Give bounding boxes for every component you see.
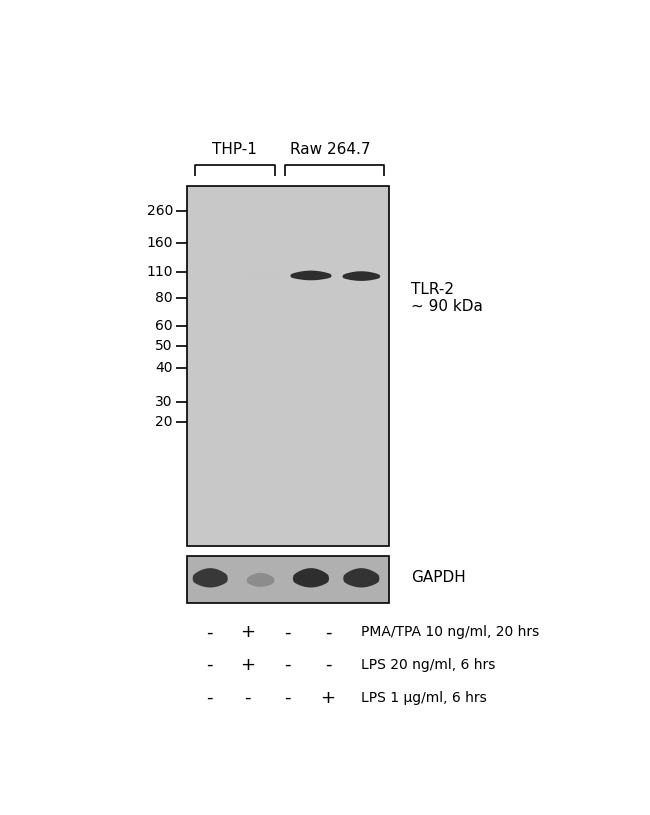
Text: 60: 60 — [155, 319, 173, 333]
Text: -: - — [285, 623, 291, 641]
Text: TLR-2: TLR-2 — [411, 282, 454, 297]
Text: 40: 40 — [155, 361, 173, 375]
PathPatch shape — [247, 573, 274, 587]
PathPatch shape — [242, 274, 279, 281]
Text: -: - — [207, 656, 213, 674]
PathPatch shape — [291, 271, 332, 280]
Text: -: - — [207, 623, 213, 641]
Text: -: - — [244, 689, 251, 707]
Text: -: - — [285, 689, 291, 707]
Text: THP-1: THP-1 — [213, 143, 257, 157]
Text: 110: 110 — [146, 265, 173, 280]
Bar — [187, 556, 389, 603]
PathPatch shape — [343, 271, 380, 281]
Text: PMA/TPA 10 ng/ml, 20 hrs: PMA/TPA 10 ng/ml, 20 hrs — [361, 625, 539, 640]
PathPatch shape — [192, 568, 228, 588]
Text: 30: 30 — [155, 395, 173, 409]
Text: 80: 80 — [155, 290, 173, 305]
Text: 20: 20 — [155, 415, 173, 429]
Text: -: - — [325, 623, 332, 641]
Text: LPS 20 ng/ml, 6 hrs: LPS 20 ng/ml, 6 hrs — [361, 658, 495, 672]
Text: 50: 50 — [155, 339, 173, 353]
Text: 160: 160 — [146, 236, 173, 250]
PathPatch shape — [343, 568, 380, 588]
Text: -: - — [207, 689, 213, 707]
Bar — [187, 186, 389, 547]
Text: 260: 260 — [146, 204, 173, 218]
Text: ~ 90 kDa: ~ 90 kDa — [411, 298, 483, 314]
Text: +: + — [240, 656, 255, 674]
Text: +: + — [240, 623, 255, 641]
PathPatch shape — [292, 568, 329, 588]
Text: LPS 1 μg/ml, 6 hrs: LPS 1 μg/ml, 6 hrs — [361, 691, 487, 705]
Text: -: - — [285, 656, 291, 674]
Text: Raw 264.7: Raw 264.7 — [291, 143, 371, 157]
Text: +: + — [320, 689, 335, 707]
Text: GAPDH: GAPDH — [411, 570, 466, 585]
Text: -: - — [325, 656, 332, 674]
